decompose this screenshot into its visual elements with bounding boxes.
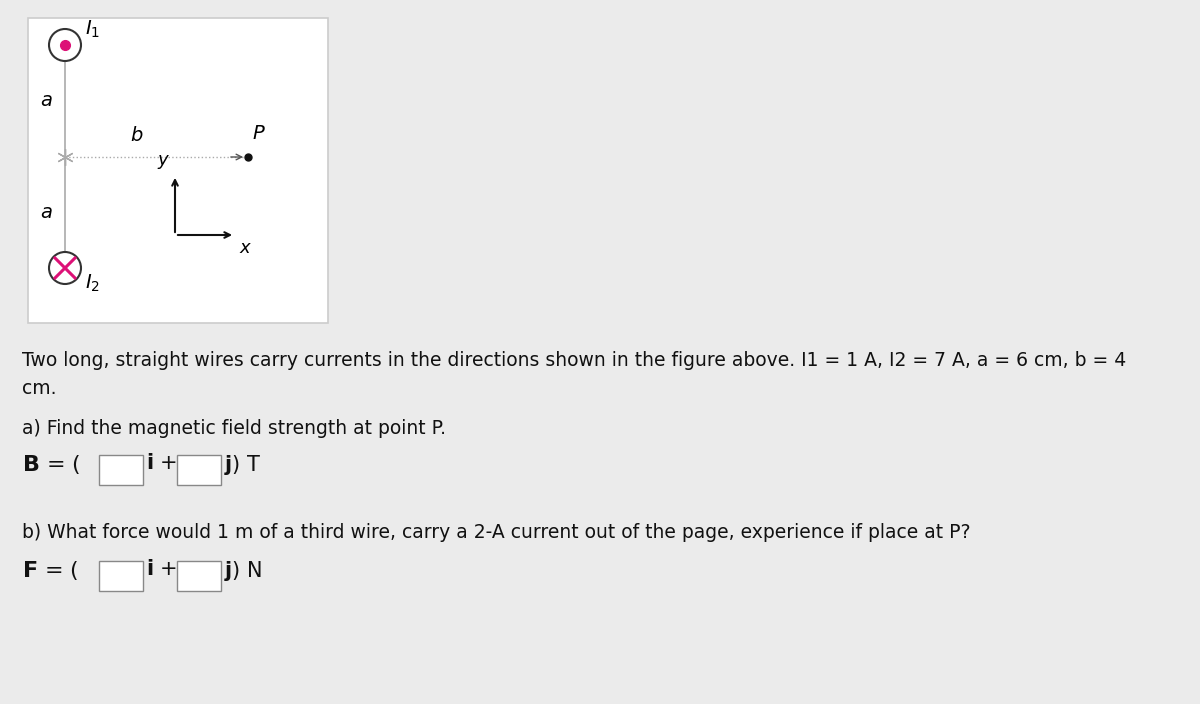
Text: $y$: $y$ [157,153,170,171]
FancyBboxPatch shape [28,18,328,323]
FancyBboxPatch shape [178,455,221,485]
Text: $\mathbf{j}$) N: $\mathbf{j}$) N [224,559,262,583]
Text: $\mathbf{B}$ = (: $\mathbf{B}$ = ( [22,453,80,476]
Text: $I_1$: $I_1$ [85,19,100,40]
Text: $I_2$: $I_2$ [85,273,100,294]
Text: $\mathbf{i}$ +: $\mathbf{i}$ + [146,453,178,473]
FancyBboxPatch shape [98,455,143,485]
Text: $\mathbf{F}$ = (: $\mathbf{F}$ = ( [22,559,79,582]
FancyBboxPatch shape [98,561,143,591]
Circle shape [49,29,82,61]
Text: $a$: $a$ [41,203,53,222]
Text: $\mathbf{i}$ +: $\mathbf{i}$ + [146,559,178,579]
Circle shape [49,252,82,284]
Text: $b$: $b$ [130,126,143,145]
Text: b) What force would 1 m of a third wire, carry a 2-A current out of the page, ex: b) What force would 1 m of a third wire,… [22,523,971,542]
Text: Two long, straight wires carry currents in the directions shown in the figure ab: Two long, straight wires carry currents … [22,351,1127,398]
Text: $x$: $x$ [239,239,252,257]
FancyBboxPatch shape [178,561,221,591]
Text: a) Find the magnetic field strength at point P.: a) Find the magnetic field strength at p… [22,419,446,438]
Text: $a$: $a$ [41,92,53,111]
Text: $P$: $P$ [252,124,265,143]
Text: $\mathbf{j}$) T: $\mathbf{j}$) T [224,453,262,477]
